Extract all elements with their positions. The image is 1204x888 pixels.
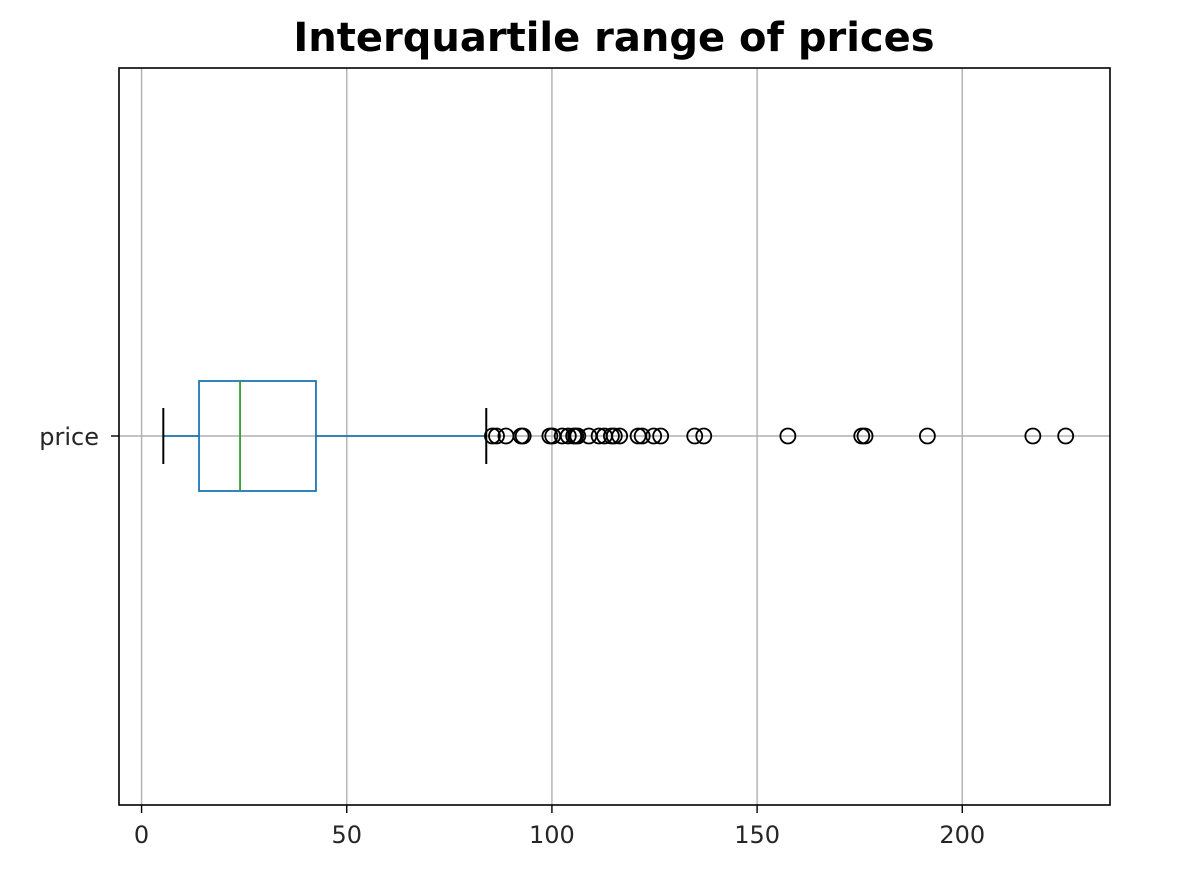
outlier-point — [856, 427, 874, 445]
outlier-point — [514, 427, 532, 445]
x-tick-label: 200 — [939, 821, 985, 849]
x-tick-label: 100 — [529, 821, 575, 849]
outlier-point — [559, 427, 577, 445]
outlier-point — [484, 427, 501, 445]
outlier-point — [569, 427, 587, 445]
grid-layer — [119, 68, 1110, 805]
chart-title: Interquartile range of prices — [293, 15, 934, 61]
iqr-box — [198, 380, 317, 492]
outlier-point — [686, 427, 704, 445]
outlier-layer — [484, 427, 1075, 445]
y-tick-label: price — [39, 423, 99, 451]
outlier-point — [605, 427, 623, 445]
outlier-point — [652, 427, 670, 445]
outlier-point — [918, 427, 936, 445]
outlier-point — [611, 427, 629, 445]
x-tick-label: 50 — [331, 821, 362, 849]
outlier-point — [695, 427, 713, 445]
x-tick-label: 0 — [134, 821, 149, 849]
outlier-point — [1024, 427, 1042, 445]
outlier-point — [633, 427, 651, 445]
outlier-point — [779, 427, 797, 445]
outlier-point — [1057, 427, 1075, 445]
outlier-point — [645, 427, 663, 445]
axis-layer: 0 50 100 150 200 price — [39, 423, 985, 849]
box-layer — [162, 380, 488, 492]
outlier-point — [488, 427, 505, 445]
x-tick-label: 150 — [734, 821, 780, 849]
